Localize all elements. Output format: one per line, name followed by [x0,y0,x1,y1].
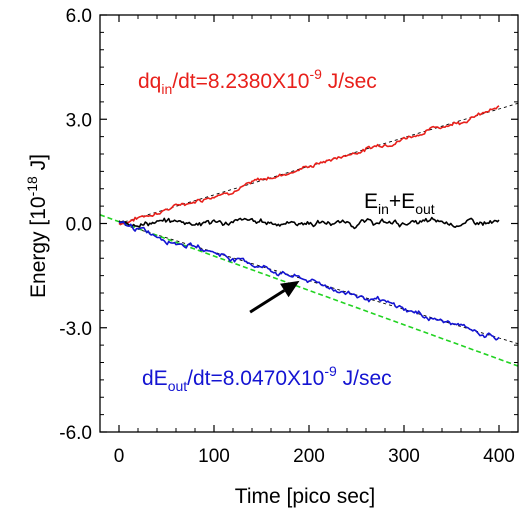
annotation-sum-plus: +E [389,190,415,213]
fit-line-fit-out [118,223,519,345]
annotation-energy-out: dEout/dt=8.0470X10-9 J/sec [142,363,392,394]
y-axis-title-unit: J] [27,154,50,176]
fit-line-green-line [99,214,519,367]
x-axis-title: Time [pico sec] [235,485,375,508]
annotation-heat-in: dqin/dt=8.2380X10-9 J/sec [138,66,377,97]
annotation-arrow-shaft [249,289,286,314]
x-tick-label: 200 [293,446,325,467]
y-tick-label: 0.0 [66,215,92,236]
y-tick-label: -3.0 [59,319,92,340]
x-tick-label: 400 [483,446,515,467]
x-tick-label: 0 [114,446,125,467]
x-tick-label: 300 [388,446,420,467]
y-tick-label: -6.0 [59,423,92,444]
annotation-energy-out-sup: -9 [324,363,337,379]
x-tick-label: 100 [198,446,230,467]
annotation-energy-out-mid: /dt=8.0470X10 [187,367,324,390]
y-axis-title-main: Energy [10 [27,196,50,298]
y-axis-title-exponent: -18 [24,176,40,196]
annotation-heat-in-sub: in [161,81,172,97]
series-line-heat-in [118,105,500,226]
annotation-heat-in-main: dq [138,70,161,93]
annotation-heat-in-tail: J/sec [322,70,377,93]
annotation-energy-out-sub: out [168,378,188,394]
annotation-sum-a: E [364,190,378,213]
annotation-arrow-head [280,280,300,298]
annotation-sum: Ein+Eout [364,190,435,217]
y-tick-label: 3.0 [66,110,92,131]
annotation-heat-in-sup: -9 [309,66,322,82]
y-axis-title: Energy [10-18 J] [24,154,50,298]
annotation-energy-out-tail: J/sec [337,367,392,390]
annotation-energy-out-main: dE [142,367,168,390]
series-line-sum [118,216,500,230]
y-tick-label: 6.0 [66,6,92,27]
annotation-sum-a-sub: in [378,201,389,217]
annotation-sum-b-sub: out [415,201,435,217]
annotation-heat-in-mid: /dt=8.2380X10 [172,70,309,93]
series-line-energy-out [118,220,500,341]
